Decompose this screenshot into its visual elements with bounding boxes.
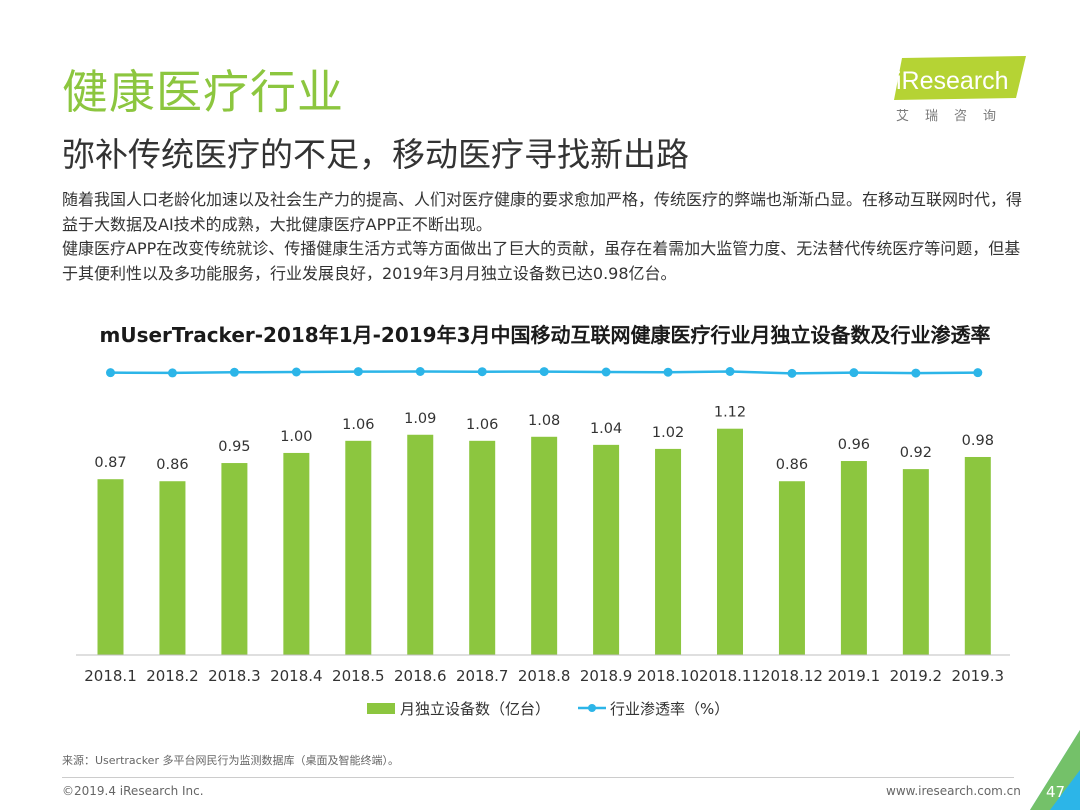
bar-2018.6: [407, 434, 434, 655]
line-point-2018.10: [663, 367, 673, 377]
line-point-2018.3: [229, 367, 239, 377]
bar-2018.1: [97, 479, 124, 655]
logo-tagline: 艾瑞咨询: [896, 109, 1013, 124]
line-point-2019.2: [911, 368, 921, 378]
x-tick-2018.5: 2018.5: [332, 667, 385, 685]
logo-text: iResearch: [896, 67, 1009, 95]
line-point-2019.3: [973, 368, 983, 378]
bar-labels-layer: 0.87 0.86 0.95 1.00 1.06 1.09 1.06 1.08 1.04 1.02…: [94, 405, 994, 474]
x-tick-2018.10: 2018.10: [637, 667, 699, 685]
x-tick-2018.2: 2018.2: [146, 667, 199, 685]
bar-label-2018.8: 1.08: [528, 413, 560, 429]
page-number: 47: [1046, 783, 1066, 801]
line-point-2018.6: [415, 367, 425, 377]
bar-2019.3: [964, 456, 991, 655]
line-point-2018.2: [167, 368, 177, 378]
x-tick-2019.1: 2019.1: [828, 667, 881, 685]
line-layer: [106, 367, 983, 378]
bar-label-2018.4: 1.00: [280, 429, 312, 445]
x-tick-2018.7: 2018.7: [456, 667, 509, 685]
device-penetration-chart: 0.87 0.86 0.95 1.00 1.06 1.09 1.06 1.08 1.04 1.02…: [76, 360, 1010, 718]
page-subtitle: 弥补传统医疗的不足，移动医疗寻找新出路: [62, 135, 689, 174]
line-point-2019.1: [849, 368, 859, 378]
intro-paragraph-1: 随着我国人口老龄化加速以及社会生产力的提高、人们对医疗健康的要求愈加严格，传统医…: [62, 190, 1023, 234]
legend-bar-label: 月独立设备数（亿台）: [400, 700, 550, 718]
legend-bar-swatch: [367, 703, 395, 714]
bar-label-2019.1: 0.96: [838, 437, 870, 453]
x-tick-2018.4: 2018.4: [270, 667, 323, 685]
chart-title: mUserTracker-2018年1月-2019年3月中国移动互联网健康医疗行…: [99, 323, 991, 347]
x-tick-2018.6: 2018.6: [394, 667, 447, 685]
x-tick-2019.3: 2019.3: [952, 667, 1005, 685]
intro-paragraph-2: 健康医疗APP在改变传统就诊、传播健康生活方式等方面做出了巨大的贡献，虽存在着需…: [62, 239, 1021, 283]
source-note: 来源：Usertracker 多平台网民行为监测数据库（桌面及智能终端）。: [62, 754, 399, 767]
page-title: 健康医疗行业: [62, 65, 344, 119]
x-tick-2018.8: 2018.8: [518, 667, 571, 685]
bar-2018.11: [717, 428, 743, 655]
bar-2018.8: [531, 436, 558, 655]
bar-label-2019.3: 0.98: [962, 433, 994, 449]
x-tick-2018.3: 2018.3: [208, 667, 261, 685]
line-point-2018.11: [725, 367, 735, 377]
bar-label-2018.9: 1.04: [590, 421, 622, 437]
chart-legend: 月独立设备数（亿台） 行业渗透率（%）: [367, 700, 729, 718]
bar-label-2018.12: 0.86: [776, 457, 808, 473]
tick-labels-layer: 2018.1 2018.2 2018.3 2018.4 2018.5 2018.6 2018…: [84, 667, 1004, 685]
bar-label-2018.1: 0.87: [94, 455, 126, 471]
line-point-2018.9: [601, 367, 611, 377]
bar-2018.12: [778, 481, 805, 655]
bar-label-2018.11: 1.12: [714, 405, 746, 421]
line-point-2018.1: [106, 368, 115, 378]
legend-line-label: 行业渗透率（%）: [610, 700, 729, 718]
line-point-2018.12: [787, 368, 797, 378]
bar-label-2018.2: 0.86: [156, 457, 188, 473]
bar-2018.3: [221, 463, 248, 655]
x-tick-2018.1: 2018.1: [84, 667, 137, 685]
bar-label-2018.6: 1.09: [404, 411, 436, 427]
bar-2018.10: [655, 448, 682, 655]
iresearch-logo: iResearch: [894, 56, 1026, 100]
page-corner-decoration: [1030, 730, 1080, 810]
x-tick-2019.2: 2019.2: [890, 667, 943, 685]
bar-label-2018.7: 1.06: [466, 417, 498, 433]
x-tick-2018.11: 2018.11: [699, 667, 761, 685]
intro-text: 随着我国人口老龄化加速以及社会生产力的提高、人们对医疗健康的要求愈加严格，传统医…: [62, 188, 1022, 286]
line-point-2018.8: [539, 367, 549, 377]
x-tick-2018.12: 2018.12: [761, 667, 823, 685]
bar-2019.1: [840, 461, 867, 655]
bar-2018.4: [283, 452, 310, 655]
website-link[interactable]: www.iresearch.com.cn: [886, 784, 1021, 798]
bar-2018.7: [469, 440, 496, 655]
line-point-2018.4: [291, 367, 301, 377]
bar-2019.2: [902, 469, 929, 655]
bar-2018.2: [159, 481, 186, 655]
bar-label-2018.10: 1.02: [652, 425, 684, 441]
copyright: ©2019.4 iResearch Inc.: [62, 784, 204, 798]
bar-2018.5: [345, 440, 372, 655]
bar-label-2018.5: 1.06: [342, 417, 374, 433]
bar-label-2019.2: 0.92: [900, 445, 932, 461]
x-tick-2018.9: 2018.9: [580, 667, 633, 685]
bar-2018.9: [593, 444, 620, 655]
line-point-2018.7: [477, 367, 487, 377]
line-point-2018.5: [353, 367, 363, 377]
legend-line-marker: [588, 704, 596, 712]
bar-label-2018.3: 0.95: [218, 439, 250, 455]
footer-divider: [62, 777, 1014, 778]
bars-layer: [97, 428, 991, 655]
